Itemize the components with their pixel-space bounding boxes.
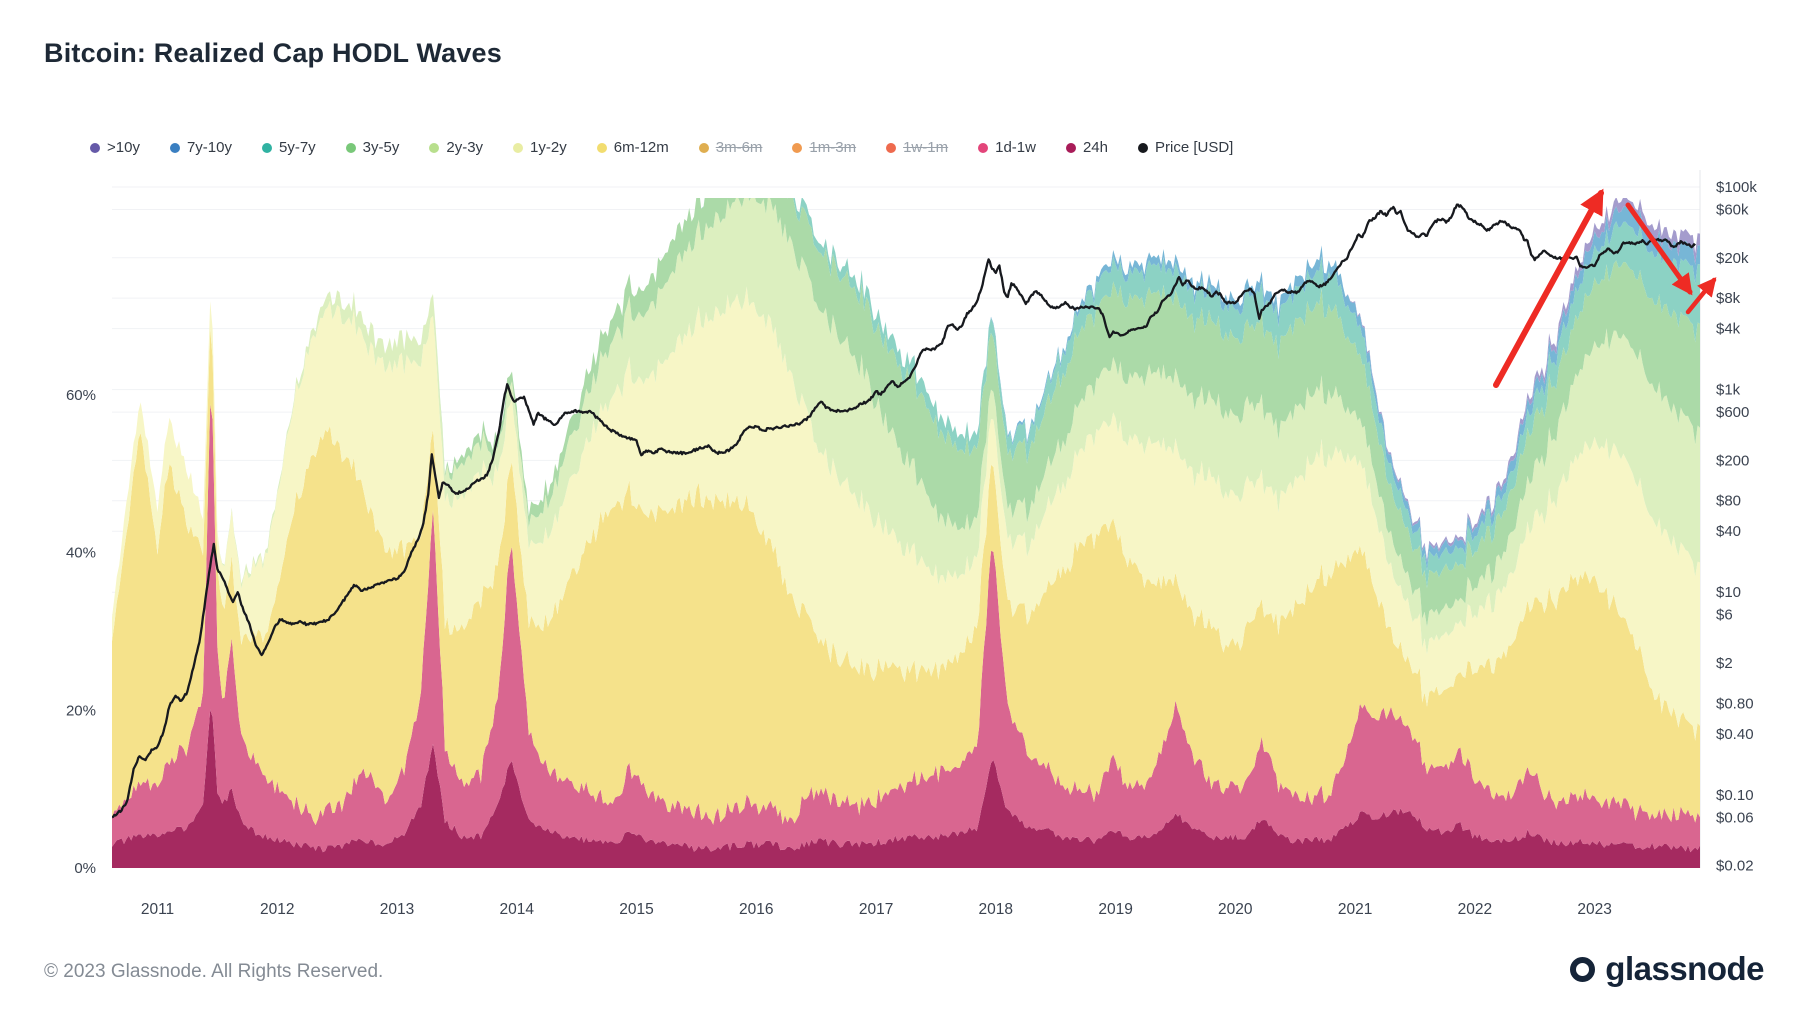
x-axis-label: 2018 <box>979 901 1013 918</box>
legend-label: 3m-6m <box>715 139 763 156</box>
legend-dot <box>429 142 440 153</box>
y-axis-right-label: $600 <box>1716 404 1749 421</box>
y-axis-right-label: $6 <box>1716 607 1733 624</box>
y-axis-right-label: $20k <box>1716 250 1749 267</box>
legend-dot <box>1065 142 1076 153</box>
legend-item-3m-6m[interactable]: 3m-6m <box>698 139 763 156</box>
legend-label: 6m-12m <box>613 139 669 156</box>
legend-label: 1w-1m <box>903 139 949 156</box>
legend-item-1d-1w[interactable]: 1d-1w <box>978 139 1036 156</box>
arrow-annotations <box>1493 188 1717 388</box>
y-axis-left-label: 60% <box>66 387 96 404</box>
legend-dot <box>345 142 356 153</box>
area-band-3y-5y <box>112 198 1700 627</box>
y-axis-right-label: $0.02 <box>1716 858 1754 875</box>
legend-label: 5y-7y <box>278 139 316 156</box>
area-band-6m-12m <box>112 329 1700 825</box>
x-axis-label: 2013 <box>380 901 414 918</box>
legend-label: 1d-1w <box>995 139 1036 156</box>
glassnode-logo-icon <box>1570 956 1596 982</box>
glassnode-logo-text: glassnode <box>1605 950 1764 987</box>
legend-dot <box>698 142 709 153</box>
x-axis-label: 2023 <box>1577 901 1611 918</box>
x-axis-label: 2022 <box>1458 901 1492 918</box>
y-axis-left-label: 0% <box>74 860 96 877</box>
legend-dot <box>261 142 272 153</box>
y-axis-left-label: 40% <box>66 545 96 562</box>
price-line-group <box>112 203 1696 819</box>
y-axis-right-label: $10 <box>1716 584 1741 601</box>
x-axis-label: 2015 <box>619 901 653 918</box>
area-band-24h <box>112 709 1700 868</box>
legend: >10y 7y-10y 5y-7y 3y-5y 2y-3y 1y-2y 6m-12m 3m-6… <box>90 139 1233 156</box>
legend-item-2y-3y[interactable]: 2y-3y <box>429 139 483 156</box>
legend-dot <box>886 142 897 153</box>
y-axis-right-label: $60k <box>1716 201 1749 218</box>
legend-item-5y-7y[interactable]: 5y-7y <box>261 139 316 156</box>
legend-label: 24h <box>1082 139 1108 156</box>
legend-item-10y[interactable]: >10y <box>90 139 140 156</box>
x-axis-label: 2011 <box>141 901 174 918</box>
legend-label: 2y-3y <box>446 139 484 156</box>
legend-label: Price [USD] <box>1155 139 1234 156</box>
x-axis-label: 2021 <box>1338 901 1372 918</box>
legend-item-7y-10y[interactable]: 7y-10y <box>169 139 232 156</box>
y-axis-right-label: $0.80 <box>1716 695 1754 712</box>
area-band-1y-2y <box>112 286 1700 741</box>
legend-label: 7y-10y <box>186 139 232 156</box>
chart-title: Bitcoin: Realized Cap HODL Waves <box>44 38 502 68</box>
legend-dot <box>792 142 803 153</box>
legend-item-1y-2y[interactable]: 1y-2y <box>513 139 567 156</box>
legend-label: 3y-5y <box>362 139 400 156</box>
y-axis-right-label: $1k <box>1716 382 1741 399</box>
legend-label: 1m-3m <box>809 139 857 156</box>
legend-item-6m-12m[interactable]: 6m-12m <box>596 139 669 156</box>
legend-item-price-usd[interactable]: Price [USD] <box>1138 139 1233 156</box>
arrow-annotation <box>1625 202 1693 296</box>
y-axis-right-label: $80 <box>1716 493 1741 510</box>
y-axis-right-label: $40 <box>1716 523 1741 540</box>
y-axis-left-label: 20% <box>66 702 96 719</box>
x-axis-label: 2014 <box>500 901 535 918</box>
y-axis-right-label: $4k <box>1716 321 1741 338</box>
x-axis-label: 2012 <box>260 901 294 918</box>
legend-item-3y-5y[interactable]: 3y-5y <box>345 139 400 156</box>
y-axis-right-label: $0.06 <box>1716 809 1754 826</box>
x-axis-label: 2020 <box>1218 901 1253 918</box>
legend-dot <box>1138 142 1148 153</box>
y-axis-right-label: $100k <box>1716 179 1757 196</box>
area-band-5y-7y <box>112 198 1700 618</box>
glassnode-logo: glassnode <box>1570 950 1764 988</box>
copyright: © 2023 Glassnode. All Rights Reserved. <box>44 961 384 982</box>
legend-dot <box>513 142 524 153</box>
legend-item-24h[interactable]: 24h <box>1065 139 1108 156</box>
legend-dot <box>169 142 180 153</box>
x-axis-label: 2016 <box>739 901 773 918</box>
x-axis-label: 2017 <box>859 901 893 918</box>
arrow-annotation <box>1685 277 1717 315</box>
legend-label: 1y-2y <box>530 139 567 156</box>
legend-dot <box>596 142 607 153</box>
y-axis-right-label: $0.10 <box>1716 787 1754 804</box>
y-axis-right-label: $8k <box>1716 290 1741 307</box>
legend-dot <box>90 142 100 153</box>
legend-item-1m-3m[interactable]: 1m-3m <box>792 139 856 156</box>
x-axis-label: 2019 <box>1098 901 1132 918</box>
area-band-1d-1w <box>112 404 1700 853</box>
y-axis-right-label: $0.40 <box>1716 726 1754 743</box>
legend-label: >10y <box>107 139 140 156</box>
arrow-annotation <box>1493 188 1604 388</box>
y-axis-right-label: $200 <box>1716 452 1749 469</box>
legend-item-1w-1m[interactable]: 1w-1m <box>886 139 948 156</box>
legend-dot <box>978 142 989 153</box>
axis-labels: 60% 40% 20% 0% $100k $60k $20k $8k $4k $1k $600 $20… <box>66 179 1757 918</box>
hodl-wave-areas <box>112 198 1700 868</box>
y-axis-right-label: $2 <box>1716 655 1733 672</box>
price-line <box>112 203 1696 819</box>
